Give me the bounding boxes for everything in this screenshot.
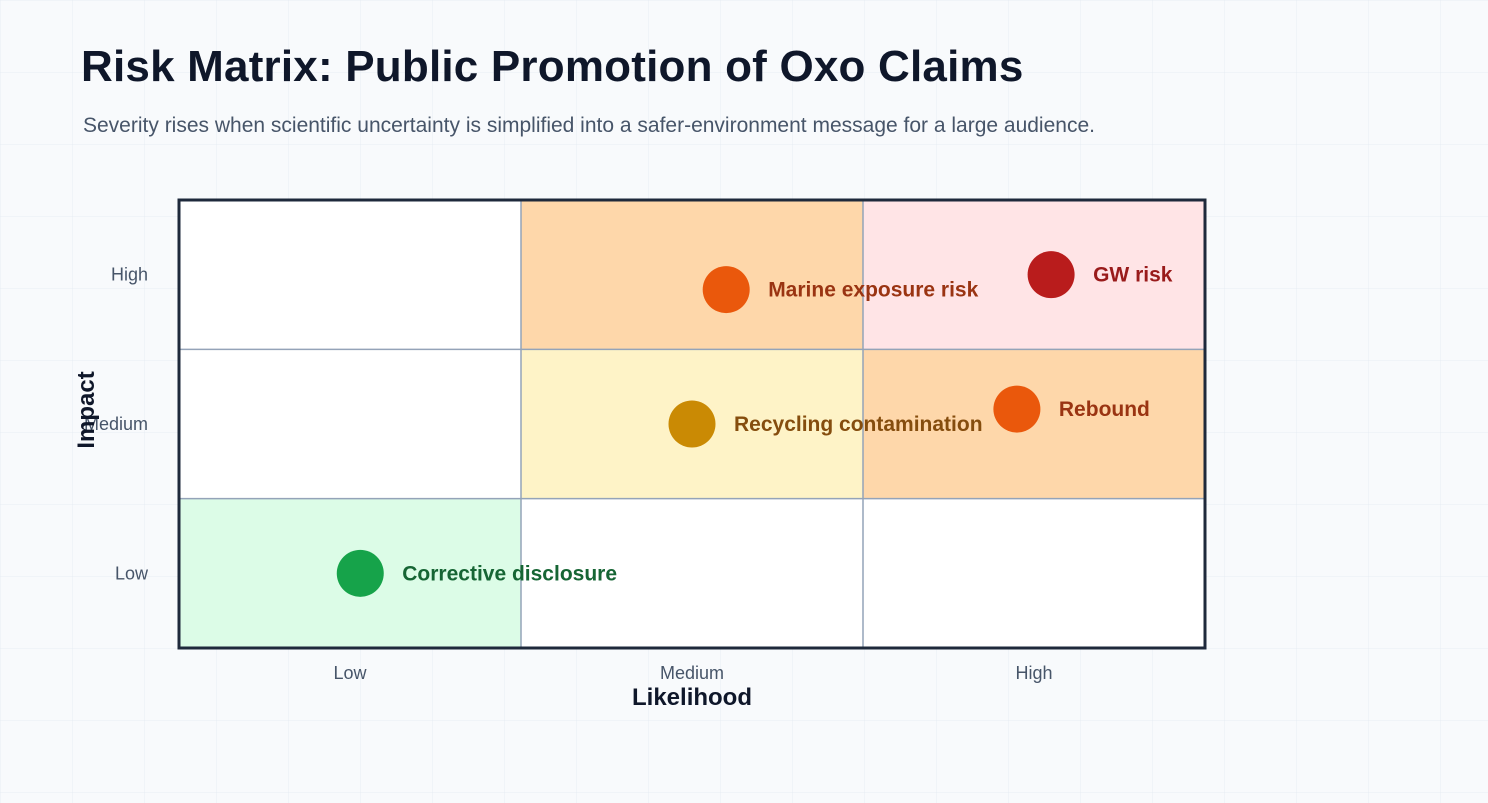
y-tick-labels: Low Medium High xyxy=(84,265,149,584)
x-axis-title: Likelihood xyxy=(632,684,752,711)
matrix-cell-medium-low xyxy=(179,349,521,499)
page-subtitle: Severity rises when scientific uncertain… xyxy=(83,114,1095,137)
risk-points: Marine exposure risk GW risk Recycling con… xyxy=(336,251,1173,597)
risk-point-label: Corrective disclosure xyxy=(402,562,617,585)
x-tick-label: High xyxy=(1015,663,1052,683)
y-tick-label: High xyxy=(111,265,148,285)
risk-point-marker xyxy=(668,400,716,448)
matrix-frame xyxy=(177,198,1207,650)
risk-point-label: Recycling contamination xyxy=(734,413,983,436)
risk-point-marker xyxy=(993,385,1041,433)
risk-point-label: Rebound xyxy=(1059,398,1150,421)
risk-point-label: GW risk xyxy=(1093,264,1173,287)
x-tick-labels: Low Medium High xyxy=(333,663,1052,683)
risk-point-marker xyxy=(1027,251,1075,299)
matrix-cell-low-high xyxy=(863,498,1205,648)
x-tick-label: Low xyxy=(333,663,367,683)
y-axis-title: Impact xyxy=(73,371,100,448)
matrix-cell-high-low xyxy=(179,200,521,350)
risk-point-label: Marine exposure risk xyxy=(768,279,978,302)
risk-point-marker xyxy=(336,549,384,597)
matrix-cells xyxy=(179,200,1205,648)
y-tick-label: Low xyxy=(115,563,149,583)
x-tick-label: Medium xyxy=(660,663,724,683)
matrix-gridlines xyxy=(179,200,1205,648)
matrix-cell-high-medium xyxy=(521,200,863,350)
y-tick-label: Medium xyxy=(84,414,148,434)
matrix-cell-low-medium xyxy=(521,498,863,648)
risk-point-marker xyxy=(702,266,750,314)
page-title: Risk Matrix: Public Promotion of Oxo Cla… xyxy=(81,42,1024,91)
